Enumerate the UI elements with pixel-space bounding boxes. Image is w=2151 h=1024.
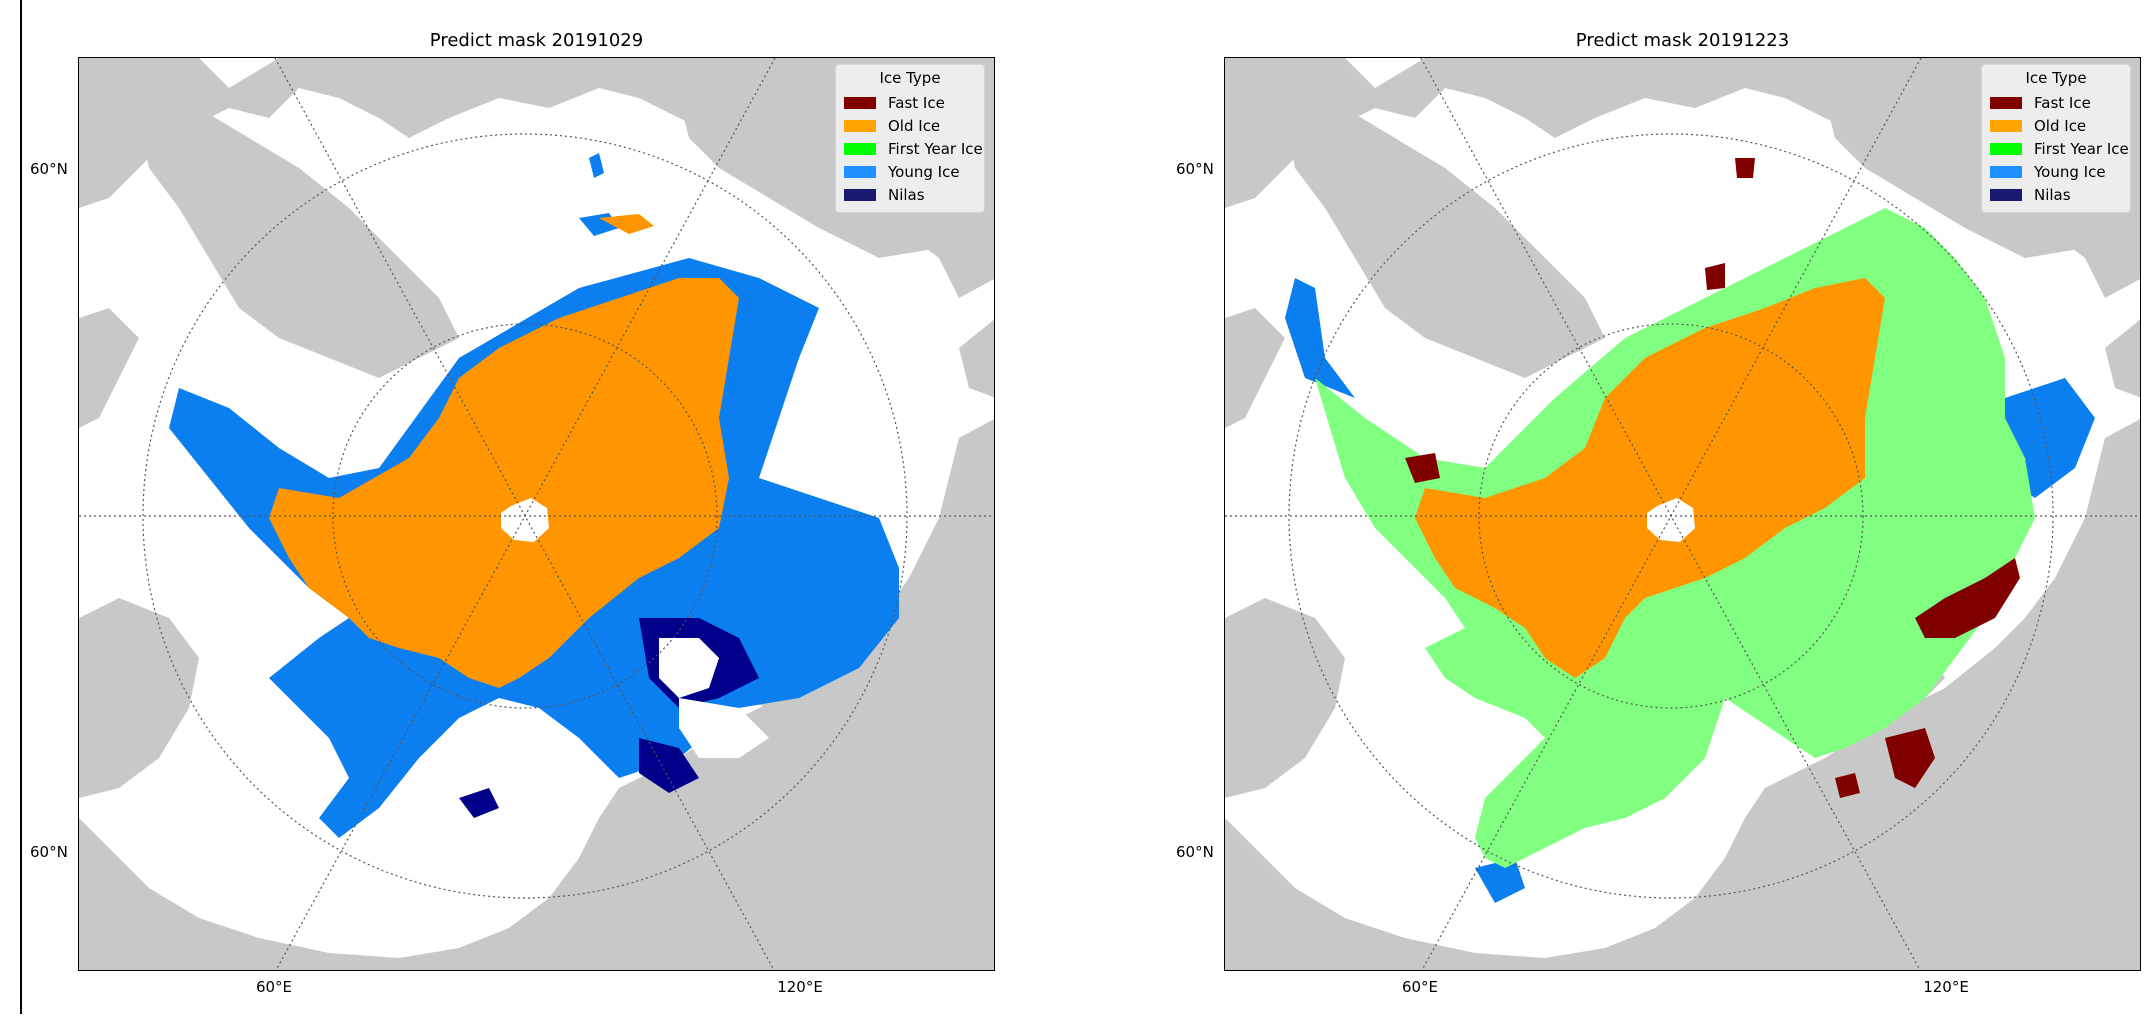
legend-item: Fast Ice [1990, 91, 2122, 114]
legend-item: Nilas [844, 183, 976, 206]
map-frame [78, 57, 995, 971]
arctic-map [1225, 58, 2140, 970]
graticule [1225, 58, 2140, 970]
legend-item: Fast Ice [844, 91, 976, 114]
lon-label-120e: 120°E [777, 978, 823, 996]
legend-title: Ice Type [2025, 69, 2087, 87]
swatch-old-ice [844, 119, 876, 132]
swatch-first-year-ice [1990, 142, 2022, 155]
legend-item: Old Ice [1990, 114, 2122, 137]
map-panel-1: Predict mask 20191029 [0, 0, 1000, 1024]
lat-label-bottom: 60°N [30, 843, 68, 861]
swatch-first-year-ice [844, 142, 876, 155]
swatch-young-ice [1990, 165, 2022, 178]
legend-item: First Year Ice [844, 137, 983, 160]
lon-label-60e: 60°E [255, 978, 293, 996]
panel-title: Predict mask 20191029 [429, 30, 644, 51]
left-axis-line [20, 0, 22, 1014]
legend: Ice Type Fast Ice Old Ice First Year Ice… [1981, 64, 2131, 213]
swatch-young-ice [844, 165, 876, 178]
swatch-nilas [844, 188, 876, 201]
ice-layer [169, 153, 899, 838]
graticule [79, 58, 994, 970]
legend-item: Young Ice [844, 160, 976, 183]
swatch-old-ice [1990, 119, 2022, 132]
arctic-map [79, 58, 994, 970]
swatch-fast-ice [844, 96, 876, 109]
legend-item: Nilas [1990, 183, 2122, 206]
legend-title: Ice Type [879, 69, 941, 87]
lon-label-60e: 60°E [1401, 978, 1439, 996]
lat-label-top: 60°N [30, 160, 68, 178]
legend-item: Old Ice [844, 114, 976, 137]
swatch-nilas [1990, 188, 2022, 201]
swatch-fast-ice [1990, 96, 2022, 109]
legend-item: Young Ice [1990, 160, 2122, 183]
lat-label-bottom: 60°N [1176, 843, 1214, 861]
lon-label-120e: 120°E [1923, 978, 1969, 996]
legend-item: First Year Ice [1990, 137, 2129, 160]
ice-layer [1285, 158, 2095, 903]
lat-label-top: 60°N [1176, 160, 1214, 178]
legend: Ice Type Fast Ice Old Ice First Year Ice… [835, 64, 985, 213]
map-panel-2: Predict mask 20191223 [1146, 0, 2146, 1024]
panel-title: Predict mask 20191223 [1575, 30, 1790, 51]
